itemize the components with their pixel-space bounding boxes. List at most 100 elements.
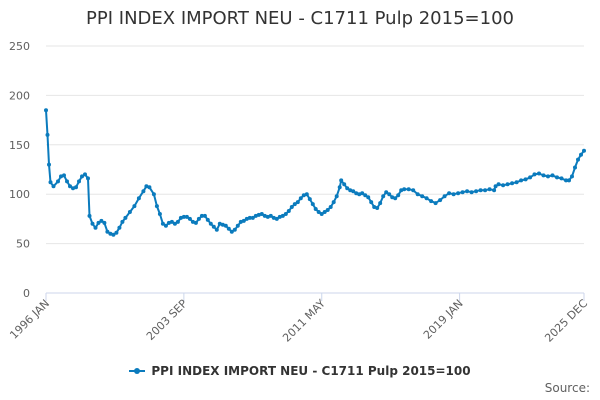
data-point: [123, 215, 128, 220]
data-point: [205, 217, 210, 222]
data-point: [505, 182, 510, 187]
data-point: [295, 200, 300, 205]
data-point: [232, 227, 237, 232]
data-point: [250, 215, 255, 220]
data-point: [342, 182, 347, 187]
data-point: [487, 187, 492, 192]
x-tick-label: 2019 JAN: [421, 297, 466, 342]
data-point: [99, 218, 104, 223]
data-point: [447, 191, 452, 196]
data-point: [339, 178, 344, 183]
data-point: [514, 180, 519, 185]
series-line: [45, 110, 585, 236]
data-point: [532, 172, 537, 177]
data-point: [286, 209, 291, 213]
data-point: [241, 218, 246, 223]
data-point: [438, 198, 443, 203]
data-point: [114, 230, 119, 235]
data-point: [483, 188, 488, 193]
data-point: [546, 174, 550, 179]
data-point: [519, 178, 524, 183]
legend-label[interactable]: PPI INDEX IMPORT NEU - C1711 Pulp 2015=1…: [151, 364, 471, 378]
data-point: [199, 213, 204, 218]
legend[interactable]: PPI INDEX IMPORT NEU - C1711 Pulp 2015=1…: [0, 364, 600, 379]
legend-marker-icon: [129, 366, 146, 376]
data-point: [345, 186, 350, 191]
data-point: [579, 152, 583, 157]
data-point: [378, 201, 383, 206]
data-point: [460, 190, 465, 195]
data-point: [268, 213, 273, 218]
data-point: [381, 194, 386, 199]
data-point: [172, 221, 177, 226]
data-point: [44, 108, 48, 113]
data-point: [187, 216, 192, 221]
data-point: [147, 185, 152, 190]
chart-title: PPI INDEX IMPORT NEU - C1711 Pulp 2015=1…: [86, 8, 514, 29]
data-point: [151, 192, 156, 197]
data-point: [375, 206, 380, 210]
data-point: [496, 182, 501, 187]
data-point: [235, 223, 240, 228]
data-point: [74, 185, 78, 190]
y-tick-label: 200: [9, 89, 30, 102]
data-point: [47, 162, 51, 167]
data-point: [48, 180, 53, 185]
x-tick-label: 1996 JAN: [7, 297, 52, 342]
y-tick-label: 150: [9, 139, 30, 152]
data-point: [528, 175, 533, 180]
data-point: [163, 223, 168, 228]
data-point: [62, 173, 66, 178]
data-point: [576, 157, 580, 162]
data-point: [474, 189, 479, 194]
data-point: [541, 173, 546, 178]
data-point: [56, 179, 60, 184]
data-point: [184, 214, 189, 219]
data-point: [93, 225, 98, 230]
data-point: [280, 213, 285, 218]
data-point: [289, 205, 294, 209]
data-point: [396, 193, 401, 198]
data-point: [537, 171, 541, 176]
data-point: [313, 207, 318, 211]
data-point: [331, 200, 336, 205]
source-credit[interactable]: Source:: [544, 381, 590, 395]
data-point: [196, 216, 201, 221]
data-point: [492, 188, 497, 193]
y-tick-label: 100: [9, 188, 30, 201]
data-point: [136, 196, 141, 201]
data-point: [247, 215, 252, 220]
data-point: [127, 210, 132, 214]
data-point: [105, 229, 110, 234]
data-point: [334, 194, 339, 199]
data-point: [45, 132, 50, 137]
data-point: [86, 176, 90, 181]
data-point: [68, 184, 72, 189]
data-point: [465, 189, 470, 194]
data-point: [456, 191, 461, 196]
data-point: [559, 176, 564, 181]
tick-labels: 0 50 100 150 200 250 1996 JAN 2003 SEP 2011 MAY 2…: [7, 40, 590, 345]
axes: [45, 292, 585, 301]
data-point: [501, 183, 506, 188]
data-point: [564, 178, 568, 183]
data-point: [132, 204, 137, 209]
data-point: [117, 225, 122, 230]
x-tick-label: 2003 SEP: [144, 297, 190, 343]
data-point: [337, 185, 342, 190]
data-point: [259, 212, 264, 216]
data-point: [369, 200, 374, 205]
data-point: [429, 199, 434, 204]
data-point: [328, 205, 333, 209]
data-point: [77, 179, 81, 184]
data-point: [424, 196, 429, 201]
data-point: [65, 179, 69, 184]
x-tick-label: 2011 MAY: [280, 297, 328, 345]
data-point: [384, 190, 389, 195]
data-point: [120, 219, 125, 224]
data-point: [307, 197, 312, 202]
data-point: [310, 202, 315, 207]
data-point: [402, 187, 407, 192]
data-point: [570, 174, 574, 179]
data-point: [102, 220, 107, 225]
